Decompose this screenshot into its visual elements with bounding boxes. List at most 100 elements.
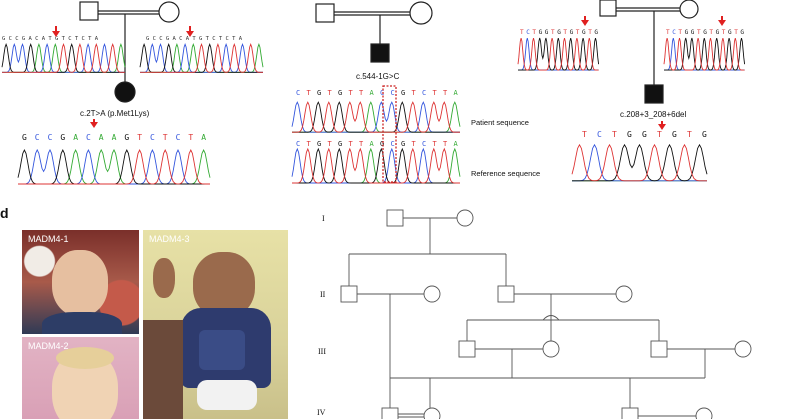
family1-child-base: G bbox=[60, 133, 65, 142]
family3-pedigree bbox=[599, 0, 699, 104]
family2-patient-base: A bbox=[370, 89, 375, 97]
family1-child-base: A bbox=[201, 133, 206, 142]
family2-reference-base: C bbox=[391, 140, 395, 148]
family2-patient-base: T bbox=[433, 89, 438, 97]
family2-reference-base: G bbox=[317, 140, 321, 148]
family2-patient-label: Patient sequence bbox=[471, 118, 529, 127]
ped-III-4 bbox=[734, 340, 752, 358]
family1-child-trace-a bbox=[18, 148, 211, 185]
family2-reference-trace-t bbox=[292, 147, 460, 184]
family2-reference-trace-g bbox=[292, 147, 460, 184]
family3-child-base: G bbox=[672, 130, 677, 139]
family2-reference-base: T bbox=[328, 140, 333, 148]
family2-patient-base: C bbox=[391, 89, 395, 97]
photo-madm4-2: MADM4-2 bbox=[22, 337, 139, 419]
family3-parent2-trace-g bbox=[664, 37, 746, 71]
family1-parent1-trace-c bbox=[2, 42, 125, 73]
ped-IV-3 bbox=[621, 407, 639, 419]
gen-label-3: III bbox=[318, 347, 326, 356]
family3-parent1-base: G bbox=[582, 29, 586, 36]
photo-madm4-1: MADM4-1 bbox=[22, 230, 139, 334]
photo-madm4-3: MADM4-3 bbox=[143, 230, 288, 419]
family1-child-base: C bbox=[35, 133, 40, 142]
family3-father bbox=[599, 0, 617, 17]
family2-patient-base: G bbox=[338, 89, 342, 97]
family3-parent2-base: T bbox=[734, 29, 738, 36]
ped-IV-1 bbox=[381, 407, 399, 419]
family3-parent1-base: C bbox=[526, 29, 530, 36]
family3-mutation-label: c.208+3_208+6del bbox=[620, 110, 687, 119]
family2-reference-base: G bbox=[338, 140, 342, 148]
family3-child-base: T bbox=[657, 130, 662, 139]
family1-child-base: C bbox=[86, 133, 91, 142]
family2-reference-base: T bbox=[433, 140, 438, 148]
ped-III-1 bbox=[458, 340, 476, 358]
family1-child-base: T bbox=[137, 133, 142, 142]
ped-III-3 bbox=[650, 340, 668, 358]
family2-patient-base: T bbox=[349, 89, 354, 97]
family3-parent1-base: T bbox=[520, 29, 524, 36]
family1-parent2-trace-g bbox=[139, 42, 263, 73]
family1-mutation-label: c.2T>A (p.Met1Lys) bbox=[80, 109, 150, 118]
family3-mother bbox=[679, 0, 699, 19]
family2-mother bbox=[409, 1, 433, 25]
family3-affected-child bbox=[644, 84, 664, 104]
family2-patient-base: T bbox=[307, 89, 312, 97]
family3-child-base: T bbox=[582, 130, 587, 139]
family3-parent1-base: T bbox=[532, 29, 536, 36]
ped-IV-2 bbox=[423, 407, 441, 419]
family3-parent2-base: G bbox=[740, 29, 744, 36]
family3-parent2-base: G bbox=[703, 29, 707, 36]
family2-patient-base: C bbox=[380, 89, 384, 97]
family3-parent1-base: T bbox=[563, 29, 567, 36]
panel-d-letter: d bbox=[0, 205, 9, 221]
family3-parent2-base: C bbox=[672, 29, 676, 36]
family3-parent1-base: G bbox=[539, 29, 543, 36]
family1-child-base: G bbox=[124, 133, 129, 142]
family3-parent1-base: G bbox=[594, 29, 598, 36]
family3-parent1-base: G bbox=[557, 29, 561, 36]
family3-child-base: G bbox=[702, 130, 707, 139]
ped-IV-4 bbox=[695, 407, 713, 419]
family3-parent1-base: T bbox=[576, 29, 580, 36]
family3-parent2-base: G bbox=[728, 29, 732, 36]
family3-parent2-base: T bbox=[678, 29, 682, 36]
family3-parent2-base: T bbox=[709, 29, 713, 36]
family2-reference-base: A bbox=[370, 140, 375, 148]
family1-child-trace-g bbox=[17, 148, 210, 185]
family2-affected-child bbox=[370, 43, 390, 63]
family2-reference-base: G bbox=[380, 140, 384, 148]
family3-parent2-base: T bbox=[697, 29, 701, 36]
family1-parent1-trace-a bbox=[2, 42, 126, 73]
family1-parent1-trace-t bbox=[2, 42, 125, 73]
family2-father bbox=[315, 3, 335, 23]
family1-parent2-trace-t bbox=[140, 42, 263, 73]
family3-parent1-base: G bbox=[570, 29, 574, 36]
family3-child-base: G bbox=[642, 130, 647, 139]
family1-child-base: C bbox=[150, 133, 155, 142]
ped-III-2 bbox=[542, 340, 560, 358]
family3-parent2-base: T bbox=[666, 29, 670, 36]
family3-child-base: G bbox=[627, 130, 632, 139]
family2-patient-base: G bbox=[317, 89, 321, 97]
family2-patient-base: C bbox=[296, 89, 300, 97]
family2-patient-base: C bbox=[422, 89, 426, 97]
family1-child-base: C bbox=[48, 133, 53, 142]
family1-child-base: A bbox=[112, 133, 117, 142]
family3-child-base: T bbox=[687, 130, 692, 139]
family3-parent1-base: T bbox=[551, 29, 555, 36]
family1-parent1-seq: G C C G A C A T G T C T C T A bbox=[2, 36, 99, 42]
family2-reference-base: T bbox=[359, 140, 364, 148]
family3-parent2-base: G bbox=[691, 29, 695, 36]
family2-patient-trace-t bbox=[292, 101, 460, 133]
family2-patient-base: T bbox=[328, 89, 333, 97]
photo-label-1: MADM4-1 bbox=[28, 234, 69, 244]
family2-reference-base: T bbox=[349, 140, 354, 148]
ped-II-4 bbox=[615, 285, 633, 303]
family2-patient-base: A bbox=[454, 89, 459, 97]
ped-I-1 bbox=[386, 209, 404, 227]
